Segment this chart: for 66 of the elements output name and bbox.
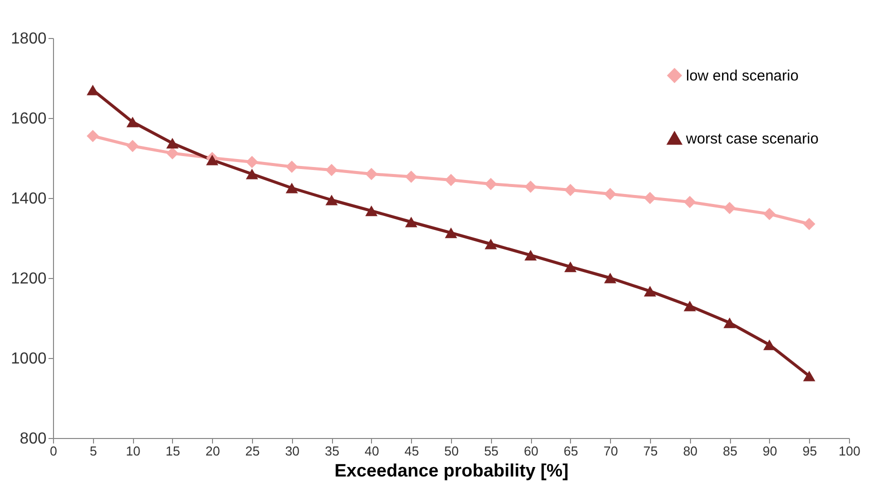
x-tick-label: 95 xyxy=(802,444,817,458)
point xyxy=(803,218,816,230)
point xyxy=(246,168,258,180)
point xyxy=(405,170,418,183)
point xyxy=(86,84,99,96)
x-tick-label: 10 xyxy=(126,444,140,458)
x-tick-label: 50 xyxy=(444,444,459,458)
point xyxy=(444,227,458,238)
point xyxy=(723,202,736,214)
x-tick-label: 45 xyxy=(404,444,419,458)
point xyxy=(484,238,497,250)
x-tick-label: 15 xyxy=(166,444,180,458)
point xyxy=(644,286,656,297)
y-tick-label: 1800 xyxy=(10,30,47,48)
x-tick-label: 55 xyxy=(484,444,499,458)
x-tick-label: 65 xyxy=(564,444,578,458)
point xyxy=(444,174,458,186)
x-tick-label: 100 xyxy=(838,444,860,458)
point xyxy=(206,154,218,166)
x-tick-label: 85 xyxy=(722,444,738,458)
x-tick-label: 5 xyxy=(90,444,97,458)
y-tick-label: 800 xyxy=(20,430,47,448)
x-tick-label: 80 xyxy=(683,444,698,458)
point xyxy=(325,164,338,176)
point xyxy=(126,116,139,128)
point xyxy=(325,194,338,206)
point xyxy=(166,138,179,149)
point xyxy=(166,147,179,160)
y-tick-label: 1400 xyxy=(10,190,47,208)
y-tick-label: 1600 xyxy=(10,110,47,128)
point xyxy=(763,208,776,220)
point xyxy=(246,156,258,168)
x-tick-label: 60 xyxy=(524,444,538,458)
point xyxy=(604,188,616,200)
point xyxy=(803,370,816,382)
point xyxy=(405,216,418,228)
point xyxy=(286,182,298,194)
point xyxy=(564,261,577,272)
point xyxy=(564,184,577,196)
x-tick-label: 20 xyxy=(205,444,220,458)
x-tick-label: 25 xyxy=(245,444,260,458)
point xyxy=(365,205,378,216)
point xyxy=(126,140,139,152)
point xyxy=(684,300,696,312)
x-tick-label: 0 xyxy=(50,444,58,458)
x-tick-label: 70 xyxy=(603,444,618,458)
x-tick-label: 40 xyxy=(364,444,380,458)
y-tick-label: 1200 xyxy=(10,270,47,288)
point xyxy=(644,192,656,204)
point xyxy=(484,178,497,190)
x-tick-label: 35 xyxy=(324,444,340,458)
point xyxy=(723,317,736,328)
y-tick-label: 1000 xyxy=(10,350,47,368)
x-tick-label: 90 xyxy=(762,444,778,458)
point xyxy=(524,180,537,193)
point xyxy=(684,196,696,208)
legend-label: worst case scenario xyxy=(685,130,819,148)
point xyxy=(524,250,537,261)
point xyxy=(604,272,616,284)
point xyxy=(365,168,378,180)
legend-label: low end scenario xyxy=(686,68,799,84)
point xyxy=(86,130,99,142)
point xyxy=(286,160,298,173)
x-tick-label: 75 xyxy=(643,444,658,458)
x-tick-label: 30 xyxy=(285,444,300,458)
x-axis-title: Exceedance probability [%] xyxy=(334,460,569,480)
